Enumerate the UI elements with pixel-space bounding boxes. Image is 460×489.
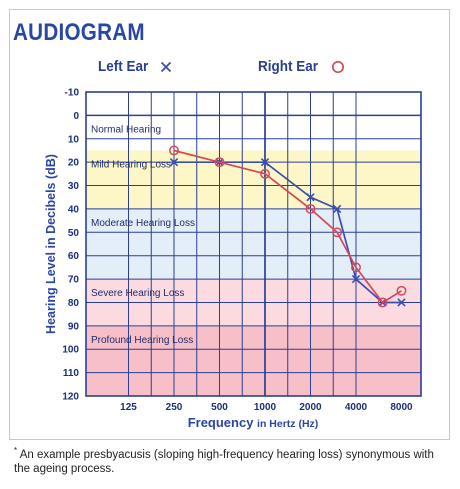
right-ear-point xyxy=(351,262,361,273)
footnote: * An example presbyacusis (sloping high-… xyxy=(14,444,434,476)
y-tick-label: 90 xyxy=(68,321,80,332)
x-axis-label-unit: in Hertz (Hz) xyxy=(257,418,318,430)
x-axis-label: Frequency in Hertz (Hz) xyxy=(188,415,319,430)
band-0 xyxy=(86,115,421,151)
right-ear-point xyxy=(169,145,179,156)
plot-border xyxy=(85,91,422,397)
y-tick-label: 50 xyxy=(68,228,80,239)
right-ear-point xyxy=(332,227,343,238)
x-tick-label: 125 xyxy=(120,402,137,413)
band-label-1: Mild Hearing Loss xyxy=(91,159,171,170)
y-tick-label: 0 xyxy=(73,111,79,122)
series-line-0 xyxy=(174,161,402,304)
footnote-text: An example presbyacusis (sloping high-fr… xyxy=(14,448,434,475)
band-label-4: Profound Hearing Loss xyxy=(91,335,193,346)
y-tick-label: 110 xyxy=(63,368,80,379)
y-axis-label: Hearing Level in Decibels (dB) xyxy=(44,154,58,334)
right-ear-point xyxy=(396,285,407,296)
right-ear-point xyxy=(260,168,270,179)
series-line-1 xyxy=(173,149,402,304)
band-top xyxy=(86,92,421,116)
right-ear-point xyxy=(305,203,316,214)
y-tick-label: 40 xyxy=(68,204,80,215)
x-tick-label: 4000 xyxy=(345,402,368,413)
circle-icon xyxy=(331,60,344,73)
right-ear-point xyxy=(214,157,225,168)
x-tick-label: 1000 xyxy=(254,402,277,413)
left-ear-point xyxy=(351,274,361,284)
y-tick-label: 60 xyxy=(68,251,80,262)
band-label-0: Normal Hearing xyxy=(91,124,161,135)
x-tick-label: 8000 xyxy=(390,402,413,413)
footnote-mark: * xyxy=(14,446,18,455)
audiogram-chart: Normal Hearing Mild Hearing Loss Moderate … xyxy=(44,88,422,430)
x-tick-label: 2000 xyxy=(299,402,322,413)
band-1 xyxy=(86,150,421,209)
x-axis-label-main: Frequency xyxy=(188,415,257,430)
cross-icon xyxy=(160,61,171,72)
page-title: AUDIOGRAM xyxy=(13,19,145,46)
y-tick-label: 100 xyxy=(62,345,79,356)
y-tick-label: 120 xyxy=(62,392,79,403)
left-ear-point xyxy=(260,157,270,167)
band-4 xyxy=(86,325,421,396)
legend-left-ear-label: Left Ear xyxy=(98,58,149,75)
x-tick-label: 250 xyxy=(166,402,183,413)
y-tick-label: 10 xyxy=(68,134,80,145)
legend-right-ear: Right Ear xyxy=(258,58,345,75)
x-tick-label: 500 xyxy=(211,402,228,413)
legend-right-ear-label: Right Ear xyxy=(258,58,319,75)
left-ear-point xyxy=(306,193,315,202)
y-tick-label: 30 xyxy=(68,181,80,192)
left-ear-point xyxy=(332,204,342,214)
left-ear-point xyxy=(169,157,179,167)
y-tick-label: 80 xyxy=(68,298,80,309)
band-label-2: Moderate Hearing Loss xyxy=(91,218,195,229)
right-ear-point xyxy=(377,297,388,308)
legend-left-ear: Left Ear xyxy=(98,58,172,75)
band-label-3: Severe Hearing Loss xyxy=(91,288,184,299)
band-2 xyxy=(86,208,421,280)
y-tick-label: -10 xyxy=(65,88,80,99)
left-ear-point xyxy=(397,298,406,307)
y-tick-label: 70 xyxy=(68,275,80,286)
y-tick-label: 20 xyxy=(68,158,80,169)
